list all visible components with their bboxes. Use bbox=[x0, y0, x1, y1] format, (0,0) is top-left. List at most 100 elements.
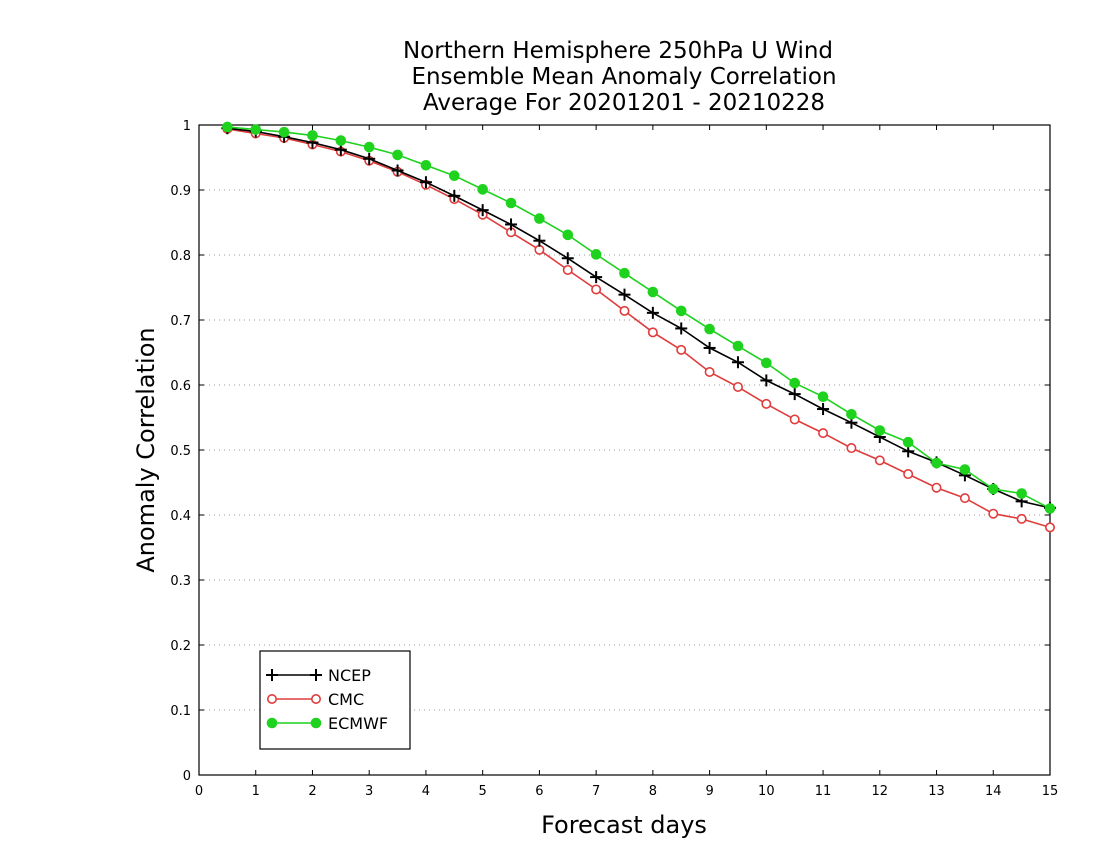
point-cmc-16 bbox=[676, 344, 687, 355]
y-tick-label-8: 0.8 bbox=[170, 249, 191, 264]
point-ecmwf-14 bbox=[619, 267, 630, 279]
point-cmc-26 bbox=[959, 493, 970, 504]
point-ncep-6 bbox=[391, 164, 404, 177]
point-cmc-14 bbox=[619, 305, 630, 316]
point-ecmwf-1 bbox=[250, 124, 262, 135]
point-ecmwf-17 bbox=[704, 323, 715, 335]
series-line-ncep bbox=[227, 127, 1051, 509]
legend-marker-left-ecmwf bbox=[266, 717, 278, 729]
point-ncep-11 bbox=[533, 234, 546, 247]
point-ecmwf-20 bbox=[789, 377, 801, 389]
point-ncep-16 bbox=[675, 322, 688, 335]
point-cmc-28 bbox=[1016, 513, 1027, 524]
point-ecmwf-28 bbox=[1016, 488, 1027, 499]
x-tick-label-0: 0 bbox=[195, 784, 203, 799]
legend: NCEP CMC ECMWF bbox=[259, 650, 411, 750]
point-cmc-21 bbox=[818, 428, 829, 439]
legend-label-ecmwf: ECMWF bbox=[328, 714, 388, 733]
x-tick-label-9: 9 bbox=[705, 784, 713, 799]
x-tick-label-4: 4 bbox=[422, 784, 430, 799]
point-ecmwf-27 bbox=[987, 483, 999, 495]
point-ecmwf-16 bbox=[675, 305, 687, 317]
point-ncep-9 bbox=[476, 204, 489, 217]
legend-marker-left-cmc bbox=[266, 693, 277, 704]
title-line-3: Average For 20201201 - 20210228 bbox=[423, 90, 825, 116]
point-ecmwf-4 bbox=[335, 135, 347, 146]
point-ncep-13 bbox=[590, 271, 603, 284]
point-ncep-5 bbox=[363, 152, 376, 165]
point-ncep-18 bbox=[731, 356, 744, 369]
legend-marker-right-cmc bbox=[310, 693, 321, 704]
point-ecmwf-21 bbox=[817, 391, 829, 403]
point-ecmwf-3 bbox=[307, 130, 318, 141]
point-ecmwf-15 bbox=[647, 286, 659, 298]
legend-marker-left-ncep bbox=[266, 669, 278, 681]
series-layer bbox=[221, 121, 1056, 533]
y-tick-label-6: 0.6 bbox=[170, 379, 191, 394]
series-line-cmc bbox=[227, 128, 1051, 529]
point-ecmwf-19 bbox=[761, 357, 772, 369]
series-ncep bbox=[221, 122, 1056, 514]
y-tick-label-3: 0.3 bbox=[170, 574, 191, 589]
point-cmc-25 bbox=[931, 482, 942, 493]
legend-label-ncep: NCEP bbox=[328, 666, 371, 685]
point-ecmwf-5 bbox=[363, 141, 375, 153]
point-cmc-15 bbox=[647, 327, 658, 338]
point-ecmwf-8 bbox=[449, 170, 460, 181]
point-ecmwf-22 bbox=[846, 408, 857, 420]
x-axis-label: Forecast days bbox=[541, 811, 707, 839]
point-ncep-7 bbox=[419, 176, 432, 189]
y-axis-label: Anomaly Correlation bbox=[132, 327, 160, 572]
point-ncep-12 bbox=[561, 252, 574, 265]
title-line-1: Northern Hemisphere 250hPa U Wind bbox=[403, 38, 833, 64]
point-ncep-21 bbox=[817, 403, 830, 416]
x-tick-label-1: 1 bbox=[252, 784, 260, 799]
series-cmc bbox=[222, 123, 1056, 533]
x-tick-label-11: 11 bbox=[815, 784, 832, 799]
y-tick-label-0: 0 bbox=[183, 769, 191, 784]
point-ecmwf-6 bbox=[392, 149, 403, 161]
point-ncep-20 bbox=[788, 388, 801, 401]
point-cmc-19 bbox=[761, 398, 772, 409]
point-cmc-20 bbox=[789, 414, 800, 425]
point-cmc-27 bbox=[988, 508, 999, 519]
point-cmc-13 bbox=[591, 284, 602, 295]
point-ecmwf-2 bbox=[278, 126, 290, 138]
series-ecmwf bbox=[222, 121, 1056, 514]
title-line-2: Ensemble Mean Anomaly Correlation bbox=[411, 64, 836, 90]
point-ncep-19 bbox=[760, 374, 773, 387]
x-tick-label-10: 10 bbox=[758, 784, 775, 799]
y-tick-label-2: 0.2 bbox=[170, 639, 191, 654]
x-tick-label-13: 13 bbox=[928, 784, 945, 799]
point-ecmwf-0 bbox=[222, 121, 233, 133]
point-ecmwf-9 bbox=[477, 184, 488, 195]
point-ecmwf-24 bbox=[902, 436, 914, 448]
point-cmc-24 bbox=[903, 469, 914, 480]
point-ncep-17 bbox=[703, 341, 716, 354]
point-cmc-29 bbox=[1045, 522, 1056, 533]
legend-box bbox=[259, 650, 411, 750]
point-cmc-22 bbox=[846, 443, 857, 454]
legend-label-cmc: CMC bbox=[328, 690, 364, 709]
point-ecmwf-11 bbox=[534, 213, 545, 224]
chart-title: Northern Hemisphere 250hPa U Wind Ensemb… bbox=[403, 38, 837, 116]
x-tick-label-7: 7 bbox=[592, 784, 600, 799]
point-ncep-14 bbox=[618, 288, 631, 301]
point-ecmwf-26 bbox=[959, 464, 971, 475]
x-tick-label-15: 15 bbox=[1042, 784, 1059, 799]
point-ncep-8 bbox=[448, 189, 461, 202]
legend-marker-right-ecmwf bbox=[310, 717, 322, 729]
x-tick-label-6: 6 bbox=[535, 784, 543, 799]
point-cmc-11 bbox=[534, 244, 545, 255]
point-cmc-12 bbox=[562, 264, 573, 275]
x-tick-label-14: 14 bbox=[985, 784, 1002, 799]
legend-marker-right-ncep bbox=[310, 669, 322, 681]
point-ecmwf-13 bbox=[590, 249, 602, 260]
axis-ticks: 00.10.20.30.40.50.60.70.80.910 1 2 3 4 5 6 7 8 9 1… bbox=[170, 119, 1058, 799]
point-cmc-17 bbox=[704, 366, 715, 377]
y-tick-label-7: 0.7 bbox=[170, 314, 191, 329]
point-ecmwf-12 bbox=[562, 229, 574, 241]
x-tick-label-5: 5 bbox=[479, 784, 487, 799]
y-tick-label-4: 0.4 bbox=[170, 509, 191, 524]
